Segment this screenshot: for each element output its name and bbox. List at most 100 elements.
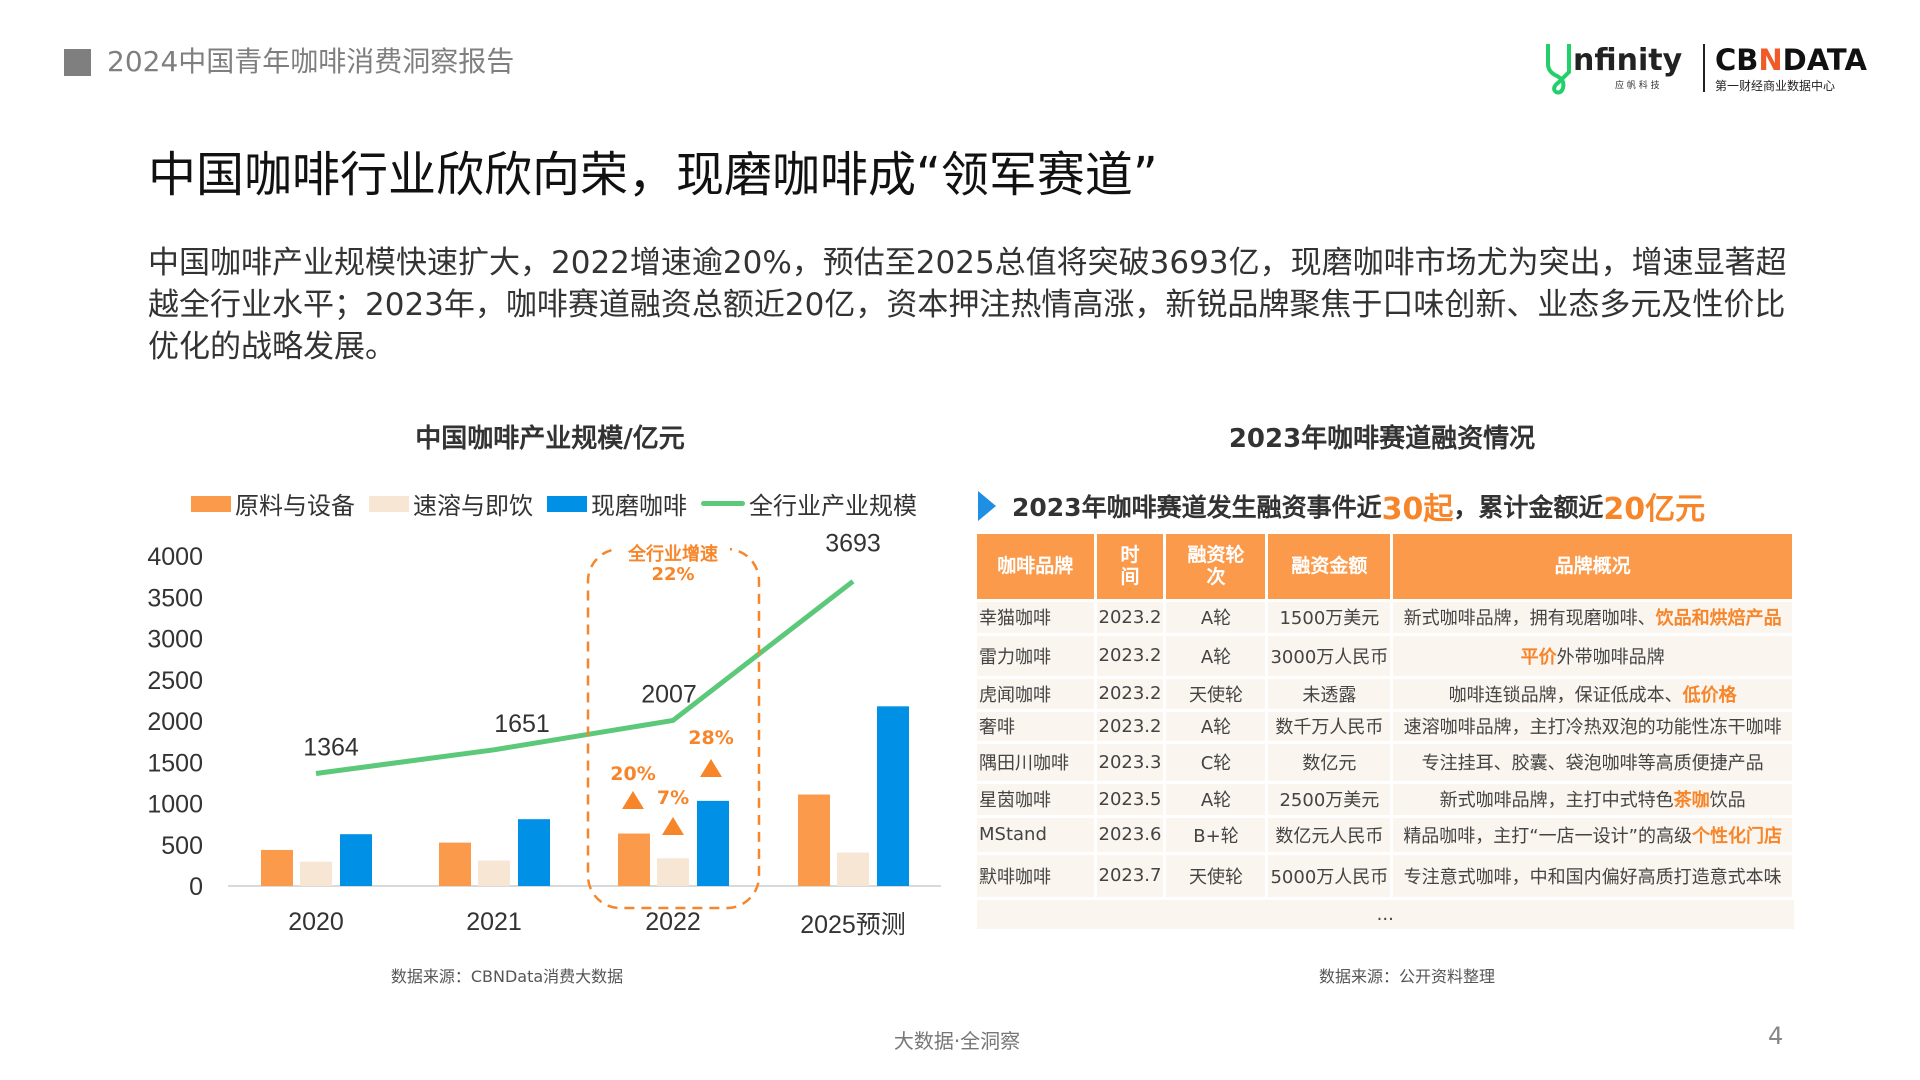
cell-desc: 咖啡连锁品牌，保证低成本、低价格 xyxy=(1391,675,1795,710)
bar-现磨咖啡 xyxy=(340,834,372,886)
line-data-label: 2007 xyxy=(641,680,697,708)
legend-swatch-icon xyxy=(191,495,231,512)
legend-label: 全行业产业规模 xyxy=(749,492,917,520)
bar-原料与设备 xyxy=(439,842,471,886)
desc-text: 专注意式咖啡，中和国内偏好高质打造意式本味 xyxy=(1403,866,1782,888)
table-row: 幸猫咖啡 2023.2 A轮 1500万美元 新式咖啡品牌，拥有现磨咖啡、饮品和烘焙产品 xyxy=(977,598,1795,634)
table-row: 默啡咖啡 2023.7 天使轮 5000万人民币 专注意式咖啡，中和国内偏好高质打造意式… xyxy=(977,851,1795,898)
column-header: 融资金额 xyxy=(1266,534,1394,600)
growth-label: 28% xyxy=(688,727,733,749)
desc-text: 新式咖啡品牌，主打中式特色 xyxy=(1439,790,1674,811)
cell-amount: 3000万人民币 xyxy=(1266,632,1394,677)
cell-round: A轮 xyxy=(1164,598,1269,634)
cell-round: A轮 xyxy=(1164,780,1269,816)
line-data-label: 1651 xyxy=(494,710,550,738)
desc-text: 精品咖啡，主打“一店一设计”的高级 xyxy=(1403,825,1692,847)
funding-table: 咖啡品牌时 间融资轮 次融资金额 品牌概况 幸猫咖啡 2023.2 A轮 1500万美元… xyxy=(977,534,1795,929)
cell-amount: 1500万美元 xyxy=(1266,598,1394,634)
desc-text: 专注挂耳、胶囊、袋泡咖啡等高质便捷产品 xyxy=(1421,753,1764,774)
y-tick-label: 3000 xyxy=(147,626,203,654)
legend-item: 速溶与即饮 xyxy=(369,486,533,521)
chart-legend: 原料与设备 速溶与即饮 现磨咖啡 全行业产业规模 xyxy=(191,486,917,521)
y-tick-label: 3500 xyxy=(147,584,203,612)
cell-amount: 5000万人民币 xyxy=(1266,851,1394,898)
cell-amount: 数亿元 xyxy=(1266,740,1394,782)
table-row: 星茵咖啡 2023.5 A轮 2500万美元 新式咖啡品牌，主打中式特色茶咖饮品 xyxy=(977,780,1795,816)
cell-round: C轮 xyxy=(1164,740,1269,782)
growth-up-triangle-icon xyxy=(622,791,644,809)
highlight-value: 22% xyxy=(651,564,694,585)
table-row: MStand 2023.6 B+轮 数亿元人民币 精品咖啡，主打“一店一设计”的高级个性… xyxy=(977,814,1795,853)
column-header: 融资轮 次 xyxy=(1164,534,1269,600)
x-tick-label: 2025预测 xyxy=(800,911,906,939)
svg-text:CBNDATA: CBNDATA xyxy=(1715,43,1867,77)
highlight-title: 全行业增速 xyxy=(627,543,718,565)
cell-round: 天使轮 xyxy=(1164,851,1269,898)
x-tick-label: 2022 xyxy=(645,908,701,936)
x-tick-label: 2020 xyxy=(288,908,344,936)
bar-速溶与即饮 xyxy=(657,858,689,886)
legend-label: 原料与设备 xyxy=(235,492,355,520)
growth-up-triangle-icon xyxy=(700,759,722,777)
legend-item: 现磨咖啡 xyxy=(547,486,687,521)
cell-desc: 新式咖啡品牌，主打中式特色茶咖饮品 xyxy=(1391,780,1795,816)
cell-round: A轮 xyxy=(1164,708,1269,742)
desc-highlight: 个性化门店 xyxy=(1691,825,1782,847)
svg-text:nfinity: nfinity xyxy=(1573,43,1683,78)
cell-brand: 星茵咖啡 xyxy=(977,780,1097,816)
ellipsis: ... xyxy=(977,896,1794,929)
growth-label: 7% xyxy=(657,787,689,809)
growth-label: 20% xyxy=(610,763,655,785)
cell-time: 2023.6 xyxy=(1095,814,1167,853)
cell-desc: 速溶咖啡品牌，主打冷热双泡的功能性冻干咖啡 xyxy=(1391,708,1795,742)
cell-time: 2023.2 xyxy=(1095,708,1167,742)
cell-brand: 奢啡 xyxy=(977,708,1097,742)
cell-desc: 精品咖啡，主打“一店一设计”的高级个性化门店 xyxy=(1391,814,1795,853)
cell-time: 2023.2 xyxy=(1095,598,1167,634)
bar-速溶与即饮 xyxy=(478,860,510,886)
legend-label: 速溶与即饮 xyxy=(413,492,533,520)
cell-time: 2023.2 xyxy=(1095,675,1167,710)
total-line xyxy=(315,579,855,776)
left-source: 数据来源：CBNData消费大数据 xyxy=(390,967,624,986)
right-title: 2023年咖啡赛道融资情况 xyxy=(1228,424,1536,454)
bar-现磨咖啡 xyxy=(697,800,729,886)
legend-swatch-icon xyxy=(547,495,587,512)
growth-up-triangle-icon xyxy=(662,817,684,835)
table-row: 隅田川咖啡 2023.3 C轮 数亿元 专注挂耳、胶囊、袋泡咖啡等高质便捷产品 xyxy=(977,740,1795,782)
desc-text: 咖啡连锁品牌，保证低成本、 xyxy=(1448,684,1683,706)
y-tick-label: 500 xyxy=(161,832,203,860)
cell-time: 2023.5 xyxy=(1095,780,1167,816)
cell-time: 2023.7 xyxy=(1095,851,1167,898)
x-tick-label: 2021 xyxy=(466,908,522,936)
left-chart-title: 中国咖啡产业规模/亿元 xyxy=(415,424,685,454)
cell-brand: 虎闻咖啡 xyxy=(977,675,1097,710)
right-source: 数据来源：公开资料整理 xyxy=(1318,967,1496,986)
page-title: 中国咖啡行业欣欣向荣，现磨咖啡成“领军赛道” xyxy=(148,147,1158,203)
legend-item: 原料与设备 xyxy=(191,486,355,521)
table-row: 雷力咖啡 2023.2 A轮 3000万人民币 平价外带咖啡品牌 xyxy=(977,632,1795,677)
cell-amount: 2500万美元 xyxy=(1266,780,1394,816)
cell-brand: 幸猫咖啡 xyxy=(977,598,1097,634)
summary-highlight: 20亿元 xyxy=(1603,492,1706,527)
line-data-label: 3693 xyxy=(825,529,881,557)
cell-time: 2023.3 xyxy=(1095,740,1167,782)
cell-amount: 数亿元人民币 xyxy=(1266,814,1394,853)
cell-brand: 隅田川咖啡 xyxy=(977,740,1097,782)
cell-desc: 专注挂耳、胶囊、袋泡咖啡等高质便捷产品 xyxy=(1391,740,1795,782)
svg-text:第一财经商业数据中心: 第一财经商业数据中心 xyxy=(1715,78,1835,93)
line-data-label: 1364 xyxy=(303,733,359,761)
bar-原料与设备 xyxy=(618,833,650,886)
summary-text: 2023年咖啡赛道发生融资事件近 xyxy=(1012,493,1382,522)
highlight-label-bg xyxy=(618,540,730,586)
cell-brand: MStand xyxy=(977,814,1097,853)
cell-desc: 平价外带咖啡品牌 xyxy=(1391,632,1795,677)
bar-原料与设备 xyxy=(798,794,830,886)
cell-brand: 默啡咖啡 xyxy=(977,851,1097,898)
cell-desc: 专注意式咖啡，中和国内偏好高质打造意式本味 xyxy=(1391,851,1795,898)
cell-round: A轮 xyxy=(1164,632,1269,677)
desc-highlight: 茶咖 xyxy=(1673,790,1710,811)
y-tick-label: 1500 xyxy=(147,749,203,777)
cell-time: 2023.2 xyxy=(1095,632,1167,677)
